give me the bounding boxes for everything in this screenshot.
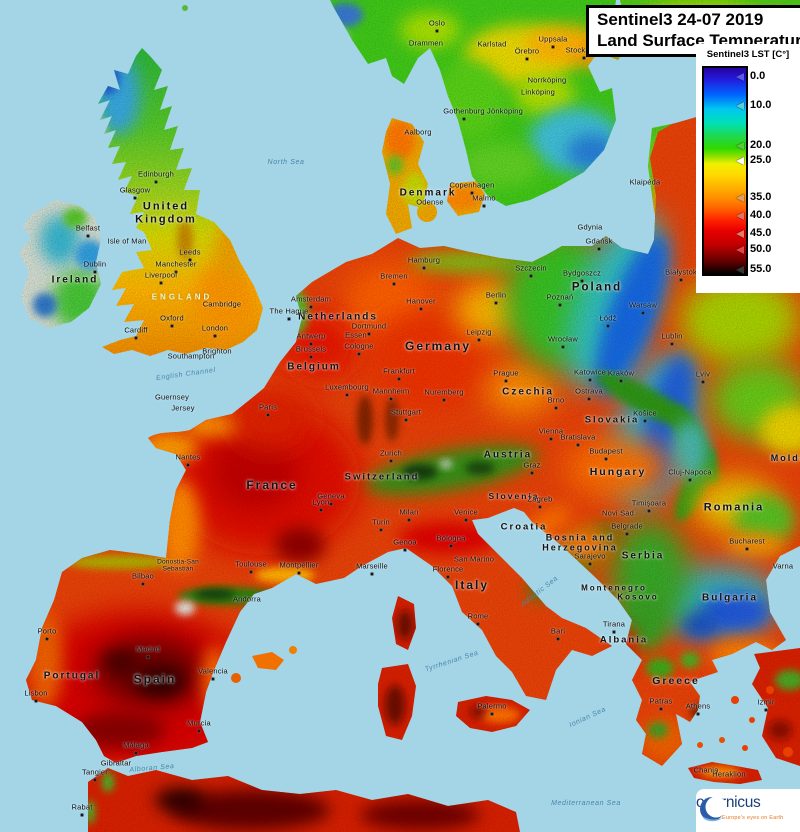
tick-arrow-icon bbox=[736, 194, 744, 203]
legend-title: Sentinel3 LST [C°] bbox=[706, 49, 790, 60]
tick-label: 40.0 bbox=[750, 209, 772, 222]
legend-colorbar bbox=[702, 66, 748, 276]
tick-arrow-icon bbox=[736, 229, 744, 238]
temperature-legend: Sentinel3 LST [C°] 0.0 10.0 20.0 25.0 35.0 40… bbox=[696, 44, 800, 293]
tick-arrow-icon bbox=[736, 265, 744, 274]
tick-arrow-icon bbox=[736, 141, 744, 150]
tick-arrow-icon bbox=[736, 212, 744, 221]
tick-arrow-icon bbox=[736, 156, 744, 165]
tick-label: 50.0 bbox=[750, 242, 772, 255]
small-islands bbox=[182, 5, 793, 757]
tick-arrow-icon bbox=[736, 245, 744, 254]
tick-arrow-icon bbox=[736, 102, 744, 111]
copernicus-tagline: Europe's eyes on Earth bbox=[722, 815, 784, 821]
copernicus-logo: opernicus Europe's eyes on Earth bbox=[696, 789, 800, 832]
tick-label: 10.0 bbox=[750, 99, 772, 112]
tick-label: 45.0 bbox=[750, 226, 772, 239]
tick-label: 20.0 bbox=[750, 138, 772, 151]
tick-label: 35.0 bbox=[750, 191, 772, 204]
tick-label: 0.0 bbox=[750, 70, 766, 83]
tick-label: 55.0 bbox=[750, 262, 772, 275]
tick-arrow-icon bbox=[736, 73, 744, 82]
title-line1: Sentinel3 24-07 2019 bbox=[597, 10, 764, 29]
copernicus-crescent-icon bbox=[700, 796, 725, 822]
tick-label: 25.0 bbox=[750, 153, 772, 166]
